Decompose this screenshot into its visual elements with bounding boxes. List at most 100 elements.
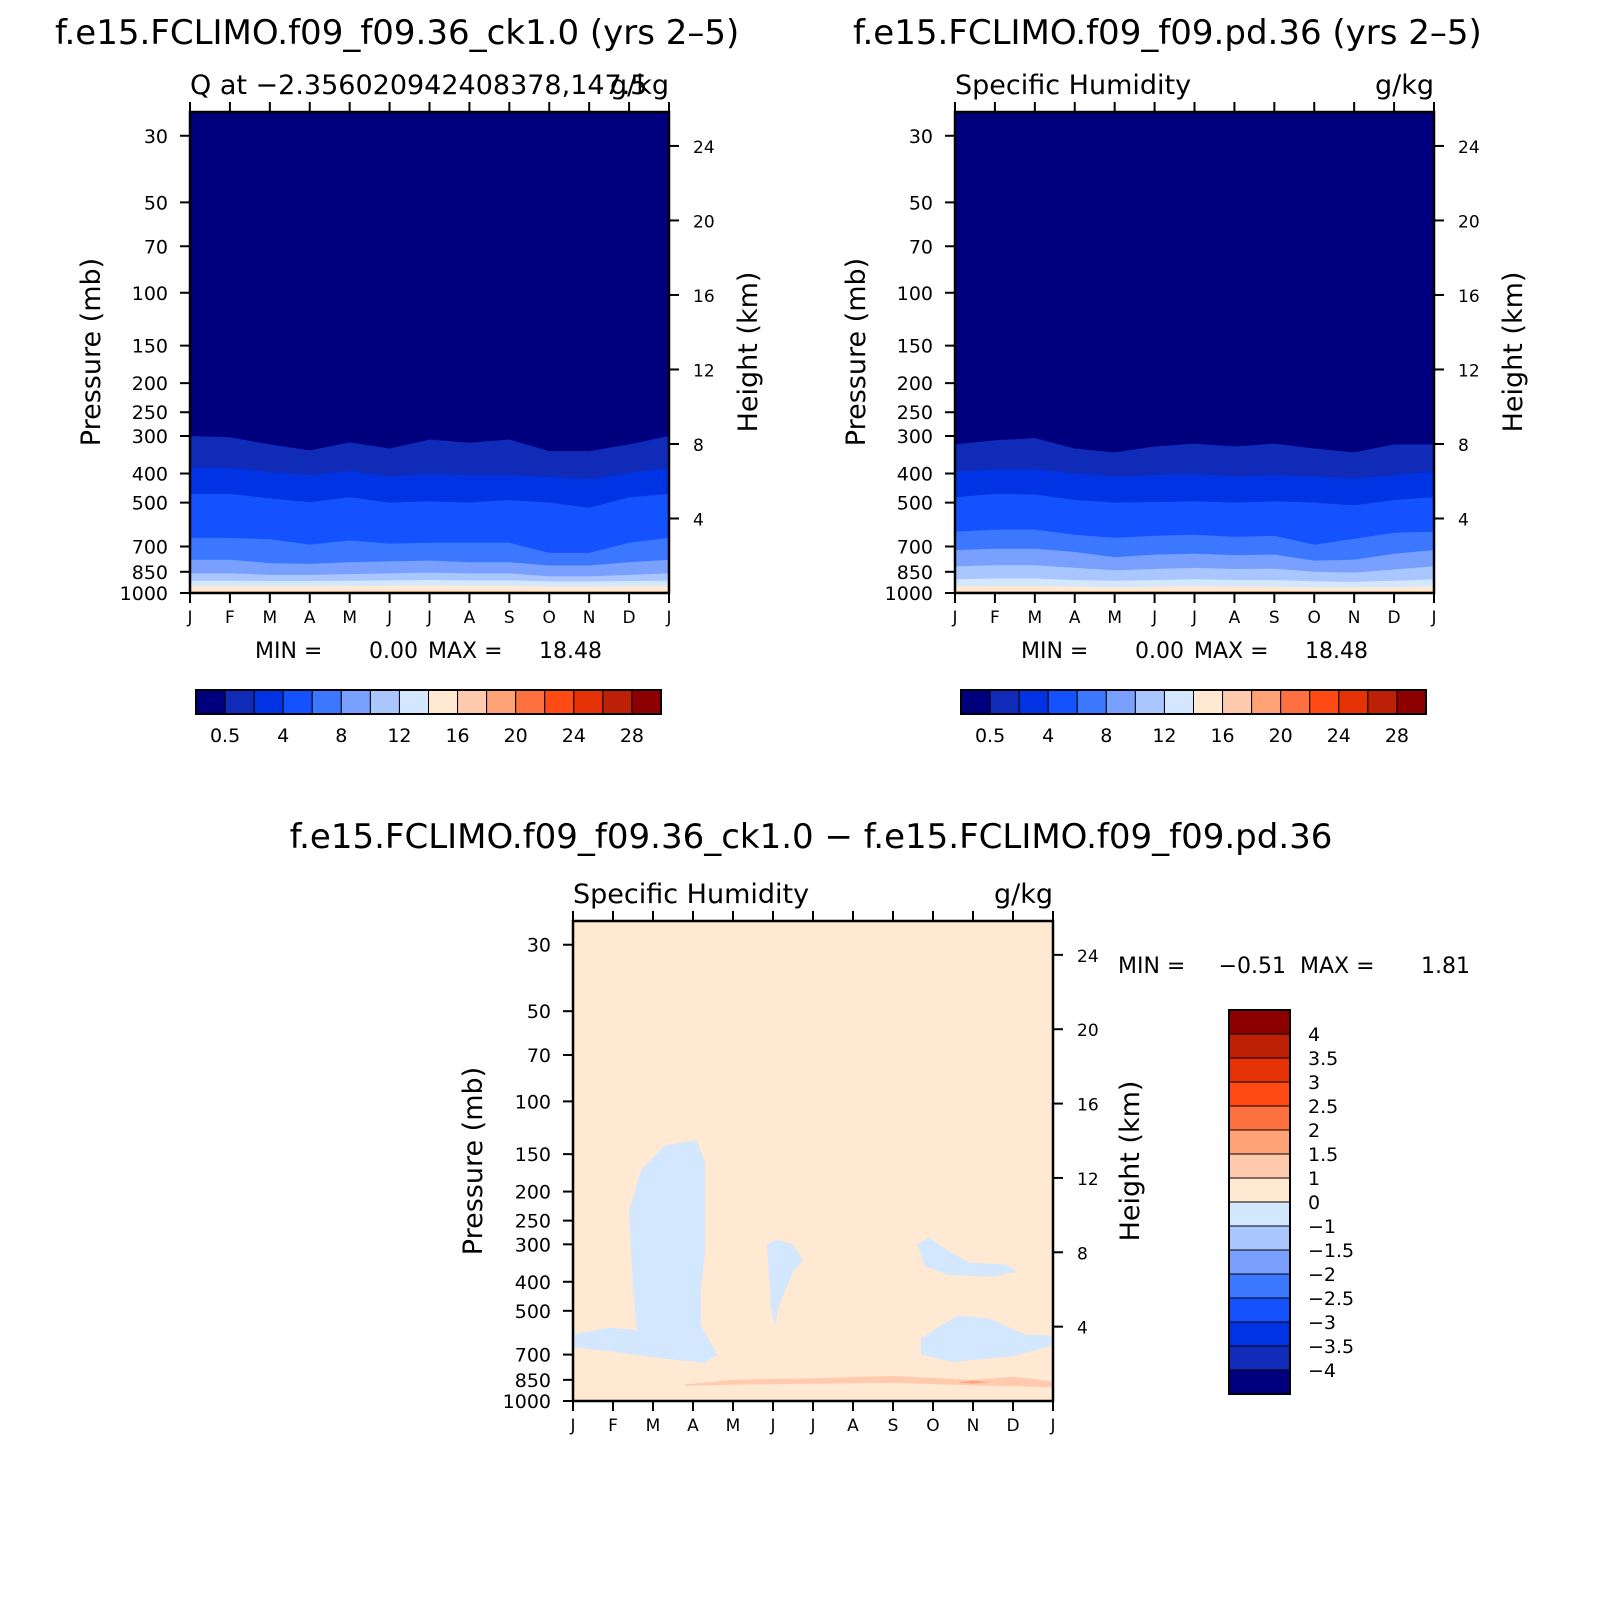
colorbar-box [1018,689,1049,715]
colorbar-box [1228,1321,1291,1347]
colorbar-label: 2 [1308,1120,1320,1142]
colorbar-label: 0.5 [975,725,1005,747]
case-title: f.e15.FCLIMO.f09_f09.36_ck1.0 (yrs 2–5) [55,13,739,53]
colorbar-label: −2 [1308,1264,1336,1286]
y-tick-label: 1000 [120,583,168,605]
colorbar-box [457,689,488,715]
colorbar-box [1228,1057,1291,1083]
colorbar-box [1193,689,1224,715]
y-tick-label: 200 [132,373,168,395]
colorbar-frame [960,689,1427,715]
x-tick-label: J [1191,608,1197,628]
y-tick-label: 150 [132,336,168,358]
colorbar-box [1228,1033,1291,1059]
y-tick-label: 100 [515,1091,551,1113]
colorbar-label: −4 [1308,1360,1336,1382]
y-tick-label: 1000 [503,1391,551,1413]
y-tick-label: 250 [897,402,933,424]
y-right-tick-label: 20 [693,212,715,232]
max-label: MAX = [1300,954,1375,979]
y-right-tick-label: 20 [1458,212,1480,232]
y-tick-label: 200 [515,1182,551,1204]
colorbar-box [311,689,342,715]
panel-top-left: f.e15.FCLIMO.f09_f09.36_ck1.0 (yrs 2–5) … [55,13,764,747]
left-title: Specific Humidity [955,70,1191,101]
colorbar-box [573,689,604,715]
y-tick-label: 500 [132,493,168,515]
y-tick-label: 700 [897,536,933,558]
y-tick-label: 200 [897,373,933,395]
y-right-tick-label: 24 [693,138,715,158]
colorbar-box [253,689,284,715]
colorbar-box [340,689,371,715]
colorbar-box [1105,689,1136,715]
colorbar-label: 24 [1327,725,1351,747]
y-right-tick-label: 20 [1077,1021,1099,1041]
y-tick-label: 1000 [885,583,933,605]
y-tick-label: 850 [897,562,933,584]
x-tick-label: N [583,608,596,628]
colorbar-box [1134,689,1165,715]
contour-fills [190,112,669,593]
y-axis-right-label: Height (km) [733,272,764,433]
y-axis-right-label: Height (km) [1498,272,1529,433]
x-tick-label: J [769,1416,775,1436]
x-tick-label: A [847,1416,859,1436]
colorbar-box [1228,1009,1291,1035]
y-tick-label: 850 [515,1370,551,1392]
x-tick-label: N [967,1416,980,1436]
contour-region [917,1237,1017,1277]
x-tick-label: F [990,608,1000,628]
x-tick-label: M [646,1416,661,1436]
y-tick-label: 400 [897,464,933,486]
colorbar-box [1228,1129,1291,1155]
y-tick-label: 30 [527,935,551,957]
colorbar-box [1222,689,1253,715]
x-tick-label: N [1348,608,1361,628]
colorbar-box [1228,1201,1291,1227]
y-right-tick-label: 24 [1458,138,1480,158]
colorbar-box [544,689,575,715]
y-tick-label: 500 [515,1301,551,1323]
y-right-tick-label: 12 [693,361,715,381]
colorbar-box [960,689,991,715]
colorbar-label: 20 [1269,725,1293,747]
colorbar-label: 3 [1308,1072,1320,1094]
x-tick-label: M [342,608,357,628]
colorbar-box [1228,1345,1291,1371]
colorbar-label: 8 [335,725,347,747]
x-tick-label: M [1027,608,1042,628]
colorbar-label: −1 [1308,1216,1336,1238]
colorbar-label: 24 [562,725,586,747]
y-tick-label: 50 [144,192,168,214]
panel-difference: f.e15.FCLIMO.f09_f09.36_ck1.0 − f.e15.FC… [290,817,1470,1436]
y-tick-label: 250 [515,1211,551,1233]
colorbar-box [631,689,662,715]
colorbar-box [398,689,429,715]
colorbar-box [1396,689,1427,715]
colorbar-box [1228,1297,1291,1323]
y-right-tick-label: 16 [693,287,715,307]
plot-area [190,112,669,593]
min-value: −0.51 [1219,954,1286,979]
y-tick-label: 300 [897,426,933,448]
x-tick-label: O [1308,608,1321,628]
contour-fills [573,921,1053,1401]
contour-fills [955,112,1434,593]
min-label: MIN = [1118,954,1185,979]
y-axis-label: Pressure (mb) [841,258,872,446]
colorbar: 0.5 4 8 12 16 20 24 28 [195,689,662,747]
y-tick-label: 50 [909,192,933,214]
colorbar-box [282,689,313,715]
contour-region [685,1375,1053,1388]
colorbar-label: 28 [620,725,644,747]
y-tick-label: 30 [909,126,933,148]
colorbar-label: 16 [1210,725,1234,747]
plot-area [955,112,1434,593]
y-tick-label: 70 [144,236,168,258]
colorbar-label: 12 [1152,725,1176,747]
